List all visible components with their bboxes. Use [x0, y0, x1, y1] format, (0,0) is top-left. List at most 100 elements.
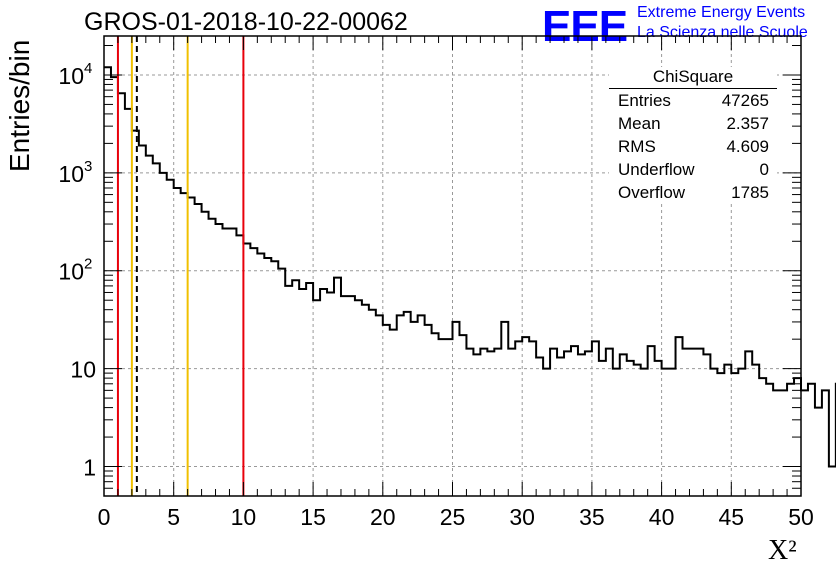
histogram-bin [174, 188, 181, 496]
histogram-bin [292, 280, 299, 496]
stats-row-mean: Mean 2.357 [609, 112, 777, 135]
histogram-bin [320, 289, 327, 496]
histogram-bin [285, 286, 292, 496]
histogram-bin [522, 337, 529, 496]
histogram-bin [111, 77, 118, 496]
stats-value: 4.609 [726, 137, 769, 156]
histogram-bin [515, 341, 522, 496]
histogram-series [104, 66, 836, 468]
x-tick-label: 5 [167, 504, 180, 530]
histogram-bin [592, 341, 599, 496]
x-tick-label: 25 [440, 504, 466, 530]
histogram-bin [731, 373, 738, 496]
histogram-bin [655, 361, 662, 496]
x-tick-label: 20 [370, 504, 396, 530]
stats-label: Overflow [618, 183, 686, 202]
histogram-bin [627, 361, 634, 496]
x-tick-label: 30 [509, 504, 535, 530]
histogram-bin [355, 300, 362, 496]
histogram-bin [683, 349, 690, 496]
histogram-bin [404, 312, 411, 496]
histogram-bin [536, 357, 543, 496]
histogram-bin [585, 351, 592, 496]
histogram-bin [669, 369, 676, 496]
histogram-bin [229, 229, 236, 496]
histogram-bin [745, 351, 752, 496]
histogram-bin [153, 163, 160, 496]
histogram-bin [306, 283, 313, 496]
histogram-bin [571, 346, 578, 496]
histogram-bin [376, 315, 383, 496]
stats-value: 1785 [731, 183, 769, 202]
histogram-bin [696, 349, 703, 496]
histogram-bin [195, 204, 202, 496]
y-tick-label: 10 [70, 357, 96, 383]
histogram-bin [689, 349, 696, 496]
histogram-bin [209, 219, 216, 496]
histogram-bin [390, 330, 397, 496]
histogram-bin [780, 390, 787, 496]
stats-value: 47265 [721, 91, 769, 110]
histogram-bin [411, 322, 418, 496]
histogram-bin [766, 384, 773, 496]
x-tick-label: 35 [579, 504, 605, 530]
histogram-bin [676, 337, 683, 496]
x-tick-label: 10 [231, 504, 257, 530]
histogram-bin [181, 193, 188, 496]
y-tick-label: 10 [58, 161, 84, 187]
y-tick-label: 10 [58, 259, 84, 285]
eee-logo: EEE [542, 2, 628, 51]
y-axis-label: Entries/bin [4, 39, 35, 172]
histogram-bin [188, 198, 195, 496]
histogram-bin [299, 289, 306, 496]
histogram-bin [710, 369, 717, 496]
histogram-bin [250, 248, 257, 496]
stats-box: ChiSquare Entries 47265 Mean 2.357 RMS 4.60… [609, 67, 777, 204]
histogram-bin [278, 269, 285, 496]
histogram-bin [599, 361, 606, 496]
x-tick-label: 40 [649, 504, 675, 530]
x-tick-label: 45 [719, 504, 745, 530]
stats-label: RMS [618, 137, 656, 156]
histogram-bin [480, 349, 487, 496]
histogram-bin [557, 357, 564, 496]
histogram-bin [271, 261, 278, 496]
histogram-bin [459, 335, 466, 496]
y-tick-label: 1 [83, 455, 96, 481]
histogram-bin [808, 384, 815, 496]
histogram-bin [160, 173, 167, 496]
stats-title: ChiSquare [609, 67, 777, 89]
stats-label: Underflow [618, 160, 695, 179]
histogram-bin [118, 93, 125, 496]
histogram-bin [773, 390, 780, 496]
histogram-bin [822, 390, 829, 496]
stats-label: Mean [618, 114, 661, 133]
histogram-bin [550, 349, 557, 496]
histogram-bin [466, 349, 473, 496]
histogram-bin [453, 322, 460, 496]
histogram-bin [222, 229, 229, 496]
histogram-bin [543, 369, 550, 496]
y-tick-exponent: 2 [84, 256, 92, 273]
histogram-bin [202, 212, 209, 496]
histogram-bin [641, 369, 648, 496]
histogram-bin [264, 258, 271, 496]
histogram-bin [738, 369, 745, 496]
x-tick-label: 0 [98, 504, 111, 530]
histogram-bin [801, 390, 808, 496]
org-line-1: Extreme Energy Events [637, 4, 806, 21]
histogram-bin [216, 224, 223, 496]
histogram-bin [348, 296, 355, 496]
histogram-bin [104, 67, 111, 496]
histogram-bin [501, 322, 508, 496]
histogram-bin [717, 373, 724, 496]
histogram-bin [606, 349, 613, 496]
stats-row-rms: RMS 4.609 [609, 135, 777, 158]
histogram-bin [508, 349, 515, 496]
histogram-bin [648, 346, 655, 496]
histogram-bin [829, 467, 836, 496]
histogram-bin [432, 333, 439, 496]
histogram-bin [397, 315, 404, 496]
histogram-bin [146, 156, 153, 496]
